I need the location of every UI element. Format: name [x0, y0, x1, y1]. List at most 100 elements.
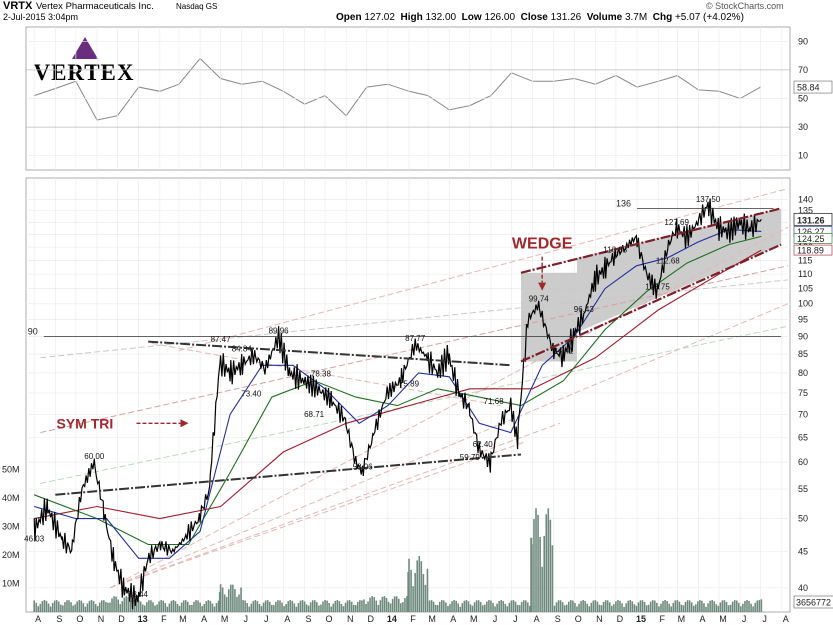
ma-value-label: 126.27 [797, 227, 825, 237]
ma200-line [34, 249, 762, 520]
logo-triangle-icon [72, 37, 98, 59]
x-month-label: A [450, 614, 456, 624]
company-name: Vertex Pharmaceuticals Inc. [36, 1, 154, 12]
volume-tick-label: 40M [2, 493, 20, 503]
ohlc-summary: Open 127.02 High 132.00 Low 126.00 Close… [336, 12, 744, 23]
price-point-label: 78.38 [311, 369, 332, 378]
x-month-label: M [719, 614, 727, 624]
price-tick-label: 95 [798, 315, 808, 325]
price-point-label: 38.44 [128, 590, 149, 599]
x-month-label: A [201, 614, 207, 624]
rsi-tick-label: 10 [798, 151, 808, 161]
low-label: Low [461, 12, 482, 23]
close-value: 131.26 [550, 12, 582, 23]
x-month-label: O [326, 614, 333, 624]
rsi-line [34, 57, 761, 121]
x-month-label: D [617, 614, 624, 624]
x-month-label: A [534, 614, 540, 624]
price-point-label: 59.79 [460, 453, 481, 462]
x-month-label: A [284, 614, 290, 624]
price-line [33, 198, 762, 610]
ma-value-box [793, 244, 833, 256]
volume-tick-label: 10M [2, 578, 20, 588]
rsi-tick-label: 30 [798, 122, 808, 132]
volume-tick-label: 30M [2, 521, 20, 531]
price-tick-label: 140 [798, 194, 813, 204]
price-point-label: 68.71 [304, 410, 325, 419]
high-value: 132.00 [425, 12, 457, 23]
price-point-label: 58.06 [353, 462, 374, 471]
last-price-value: 131.26 [797, 215, 825, 225]
sym-lower-trendline [55, 453, 522, 496]
price-point-label: 73.40 [241, 390, 262, 399]
x-month-label: D [367, 614, 374, 624]
ma-value-label: 118.89 [797, 246, 824, 256]
price-point-label: 62.40 [473, 440, 494, 449]
low-value: 126.00 [484, 12, 516, 23]
fan-line [151, 342, 501, 407]
volume-last-box [793, 595, 833, 609]
logo-wordmark: VERTEX [33, 60, 134, 85]
price-point-label: 89.96 [269, 327, 290, 336]
x-month-label: M [678, 614, 686, 624]
change-label: Chg [652, 12, 673, 23]
price-tick-label: 105 [798, 284, 813, 294]
price-tick-label: 90 [798, 331, 808, 341]
exchange-name: Nasdaq GS [176, 2, 218, 11]
x-month-label: D [118, 614, 125, 624]
price-point-label: 60.00 [84, 452, 105, 461]
volume-value: 3.7M [624, 12, 648, 23]
x-month-label: A [35, 614, 41, 624]
rsi-tick-label: 50 [798, 94, 808, 104]
price-point-label: 87.47 [211, 335, 232, 344]
rsi-last-box [793, 80, 833, 94]
close-label: Close [520, 12, 548, 23]
price-tick-label: 135 [798, 206, 813, 216]
price-point-label: 84.41 [553, 346, 574, 355]
x-month-label: S [306, 614, 312, 624]
x-month-label: S [555, 614, 561, 624]
open-label: Open [336, 12, 362, 23]
x-month-label: O [575, 614, 582, 624]
sym-upper-trendline [148, 340, 512, 367]
rsi-last-value: 58.84 [797, 83, 820, 93]
price-tick-label: 40 [798, 583, 808, 593]
price-point-label: 75.89 [399, 379, 420, 388]
price-point-label: 46.03 [24, 534, 45, 543]
price-tick-label: 75 [798, 388, 808, 398]
x-month-label: J [513, 614, 518, 624]
price-point-label: 96.43 [574, 305, 595, 314]
fan-line [109, 226, 789, 589]
x-month-label: M [221, 614, 229, 624]
x-month-label: J [742, 614, 747, 624]
last-price-box [793, 212, 833, 226]
fan-line [109, 422, 561, 589]
price-point-label: 71.68 [484, 397, 505, 406]
price-point-label: 103.75 [645, 282, 670, 291]
x-month-label: A [783, 614, 789, 624]
wedge-lower-trendline [520, 243, 782, 363]
fan-line [40, 325, 789, 484]
fan-line [40, 279, 789, 359]
high-label: High [400, 12, 423, 23]
price-tick-label: 65 [798, 432, 808, 442]
sym-tri-annotation: SYM TRI [56, 415, 113, 431]
annotation-arrow-icon [538, 282, 547, 291]
x-month-label: J [762, 614, 767, 624]
price-point-label: 127.69 [664, 218, 689, 227]
price-tick-label: 50 [798, 514, 808, 524]
price-tick-label: 85 [798, 349, 808, 359]
rsi-tick-label: 70 [798, 65, 808, 75]
fan-line [109, 303, 789, 589]
price-tick-label: 70 [798, 409, 808, 419]
x-month-label: F [161, 614, 167, 624]
price-tick-label: 55 [798, 484, 808, 494]
x-month-label: 15 [636, 614, 646, 624]
price-point-label: 87.77 [405, 334, 426, 343]
copyright-notice[interactable]: © StockCharts.com [706, 1, 784, 11]
x-month-label: N [98, 614, 105, 624]
change-value: +5.07 (+4.02%) [674, 12, 744, 23]
x-month-label: J [264, 614, 269, 624]
price-point-label: 137.50 [696, 195, 721, 204]
